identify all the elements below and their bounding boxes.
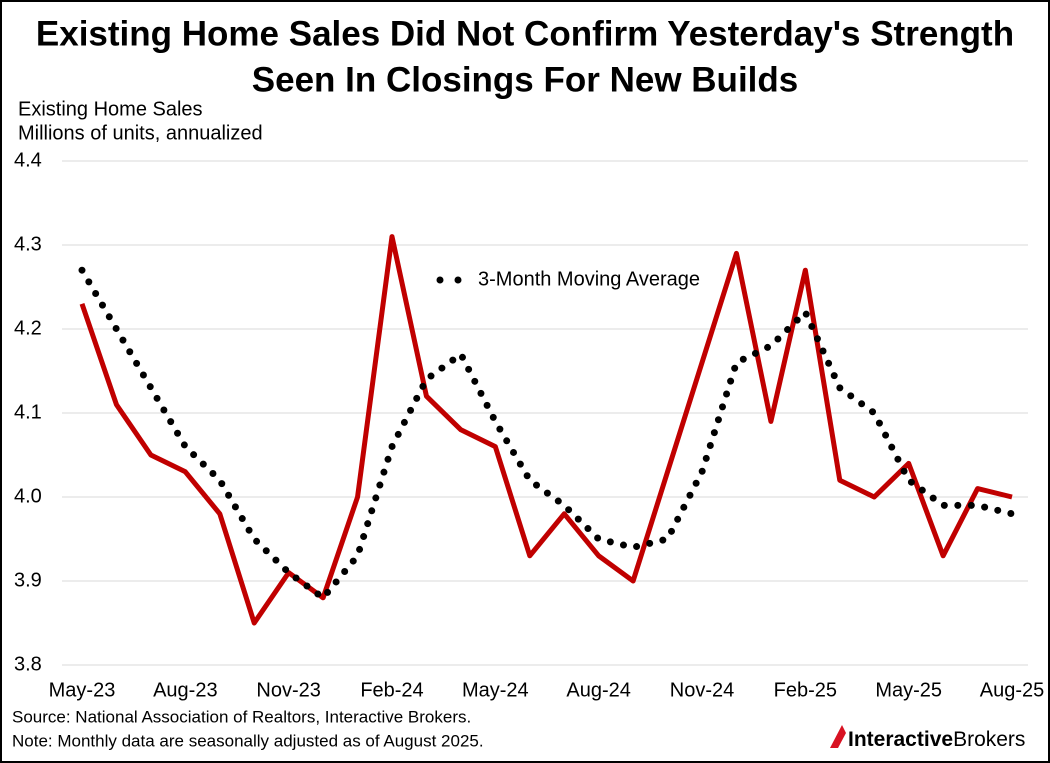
line-series [79, 234, 1013, 626]
y-tick-label: 4.0 [14, 485, 42, 507]
x-tick-label: May-24 [462, 679, 529, 701]
logo: InteractiveBrokers [848, 728, 1025, 751]
y-tick-label: 4.4 [14, 149, 42, 171]
y-tick-label: 3.8 [14, 653, 42, 675]
source-note: Source: National Association of Realtors… [12, 707, 471, 726]
y-tick-label: 4.1 [14, 401, 42, 423]
x-tick-label: Aug-23 [153, 679, 218, 701]
line-series [78, 266, 1016, 602]
x-tick-label: Feb-24 [360, 679, 423, 701]
x-tick-label: Aug-24 [566, 679, 631, 701]
y-axis-label: Existing Home Sales [18, 98, 203, 120]
logo-icon [830, 725, 846, 748]
x-tick-label: Feb-25 [774, 679, 837, 701]
x-tick-label: Nov-24 [670, 679, 734, 701]
logo-text: Interactive [848, 728, 953, 751]
y-tick-label: 3.9 [14, 569, 42, 591]
chart-title: Existing Home Sales Did Not Confirm Yest… [36, 14, 1014, 53]
logo-text: Brokers [953, 728, 1025, 751]
x-tick-label: May-23 [49, 679, 116, 701]
y-axis-label: Millions of units, annualized [18, 122, 263, 144]
chart-title: Seen In Closings For New Builds [252, 60, 798, 99]
x-tick-label: Aug-25 [980, 679, 1045, 701]
footnote: Note: Monthly data are seasonally adjust… [12, 731, 484, 750]
y-tick-label: 4.3 [14, 233, 42, 255]
x-tick-label: Nov-23 [256, 679, 320, 701]
legend-label: 3-Month Moving Average [478, 268, 700, 290]
y-tick-label: 4.2 [14, 317, 42, 339]
x-tick-label: May-25 [875, 679, 942, 701]
